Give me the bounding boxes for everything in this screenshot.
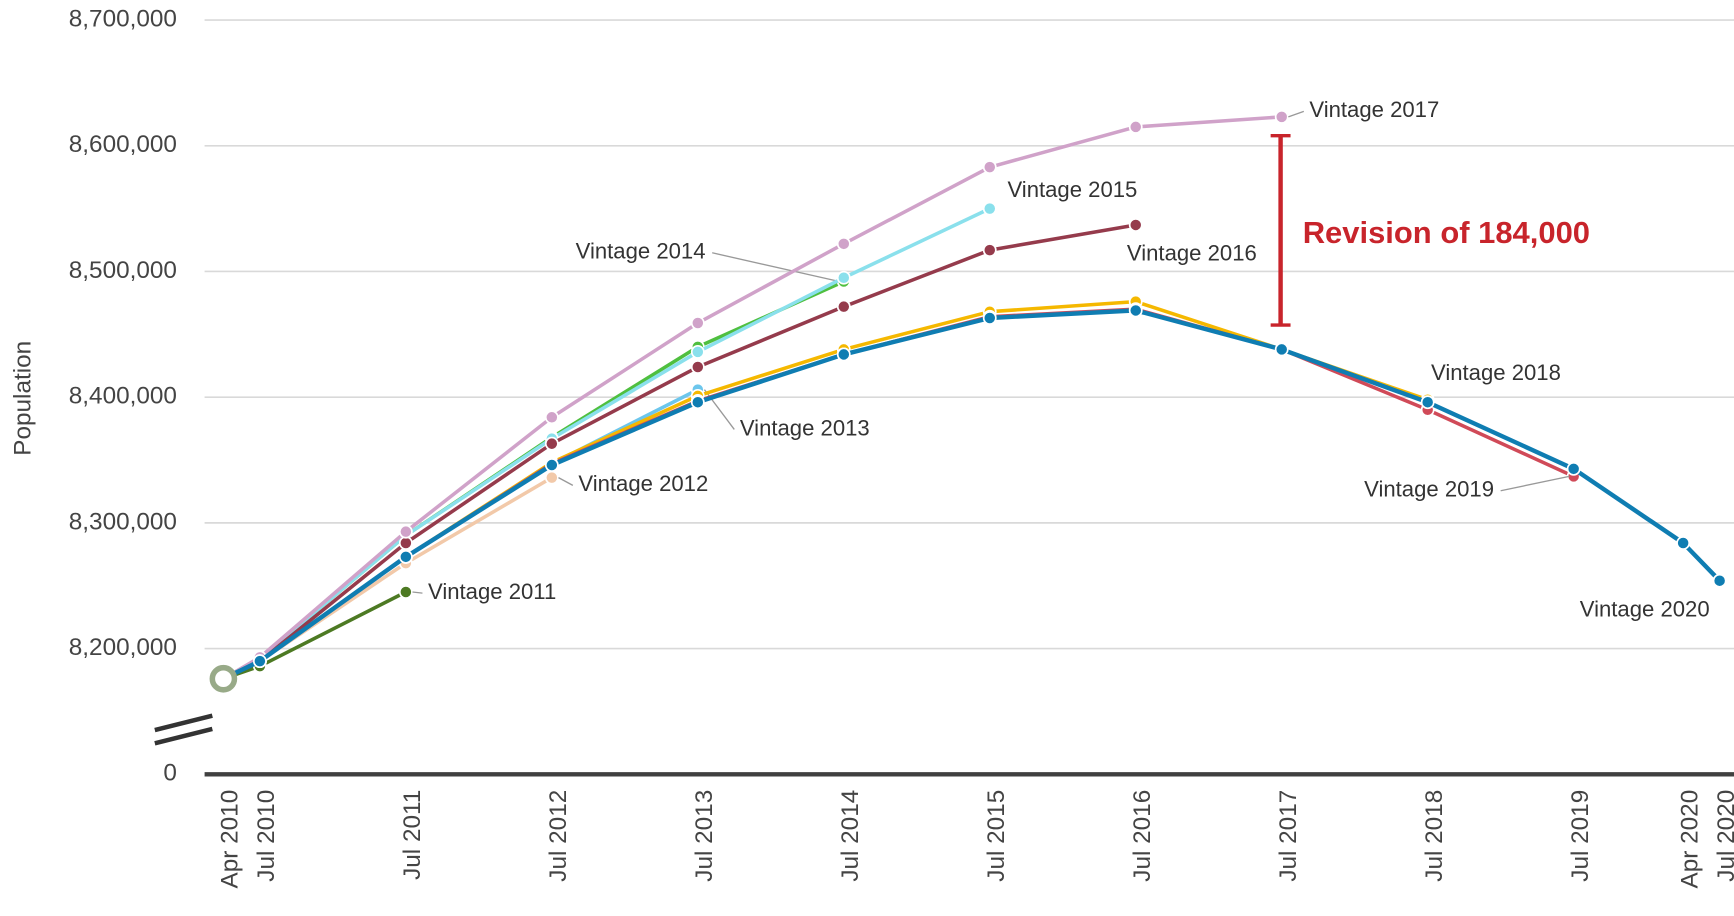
data-point xyxy=(836,236,851,251)
y-tick-label: 0 xyxy=(163,760,177,787)
x-tick-label: Apr 2020 xyxy=(1676,790,1703,889)
series-label: Vintage 2020 xyxy=(1580,596,1710,621)
x-tick-label: Apr 2010 xyxy=(217,790,244,889)
data-point xyxy=(1274,342,1289,357)
data-point xyxy=(982,160,997,175)
data-point xyxy=(1128,218,1143,232)
data-point xyxy=(1566,461,1581,476)
x-tick-label: Jul 2016 xyxy=(1129,790,1156,882)
data-point xyxy=(690,345,705,359)
data-point xyxy=(398,585,413,599)
data-point xyxy=(1420,395,1435,410)
y-tick-label: 8,500,000 xyxy=(69,257,177,284)
data-point xyxy=(544,436,559,451)
leader-line xyxy=(712,252,840,283)
annotation: Revision of 184,000 xyxy=(1303,215,1590,250)
series-label: Vintage 2016 xyxy=(1127,241,1257,266)
x-tick-label: Jul 2012 xyxy=(545,790,572,882)
series-label: Vintage 2013 xyxy=(740,415,870,440)
data-point xyxy=(836,270,851,285)
x-tick-label: Jul 2018 xyxy=(1421,790,1448,882)
series-label: Vintage 2017 xyxy=(1309,97,1439,122)
x-tick-label: Jul 2017 xyxy=(1275,790,1302,882)
base-point xyxy=(209,664,238,693)
data-point xyxy=(1712,573,1727,588)
y-tick-label: 8,300,000 xyxy=(69,508,177,535)
data-point xyxy=(836,347,851,362)
data-point xyxy=(398,549,413,564)
series-label: Vintage 2014 xyxy=(576,239,706,264)
data-point xyxy=(690,395,705,410)
data-point xyxy=(982,243,997,258)
series-label: Vintage 2011 xyxy=(428,579,556,604)
y-axis-label: Population xyxy=(10,341,37,456)
data-point xyxy=(1274,109,1289,124)
series-label: Vintage 2015 xyxy=(1007,177,1137,202)
x-tick-label: Jul 2013 xyxy=(691,790,718,882)
data-point xyxy=(982,201,997,216)
leader-line xyxy=(1500,475,1570,492)
series-label: Vintage 2012 xyxy=(578,471,708,496)
data-point xyxy=(690,316,705,330)
data-point xyxy=(398,524,413,539)
axis-break xyxy=(154,713,213,733)
x-tick-label: Jul 2011 xyxy=(399,790,426,880)
x-tick-label: Jul 2010 xyxy=(253,790,280,882)
leader-line xyxy=(1288,110,1305,118)
data-point xyxy=(1676,536,1691,550)
y-tick-label: 8,200,000 xyxy=(69,634,177,661)
data-point xyxy=(690,360,705,374)
data-point xyxy=(252,654,267,669)
data-point xyxy=(544,458,559,472)
x-tick-label: Jul 2014 xyxy=(837,790,864,882)
data-point xyxy=(544,410,559,425)
leader-line xyxy=(412,591,423,594)
x-tick-label: Jul 2015 xyxy=(983,790,1010,882)
leader-line xyxy=(558,477,574,486)
y-tick-label: 8,600,000 xyxy=(69,131,177,158)
data-point xyxy=(982,311,997,325)
x-tick-label: Jul 2019 xyxy=(1567,790,1594,882)
y-tick-label: 8,400,000 xyxy=(69,383,177,410)
series-line xyxy=(222,223,1137,681)
data-point xyxy=(398,536,413,550)
data-point xyxy=(544,470,559,485)
x-tick-label: Jul 2020 xyxy=(1713,790,1734,882)
data-point xyxy=(1128,303,1143,318)
series-label: Vintage 2019 xyxy=(1364,477,1494,502)
data-point xyxy=(836,299,851,314)
y-tick-label: 8,700,000 xyxy=(69,5,177,32)
axis-break xyxy=(154,726,213,746)
data-point xyxy=(1128,120,1143,134)
series-label: Vintage 2018 xyxy=(1431,360,1561,385)
